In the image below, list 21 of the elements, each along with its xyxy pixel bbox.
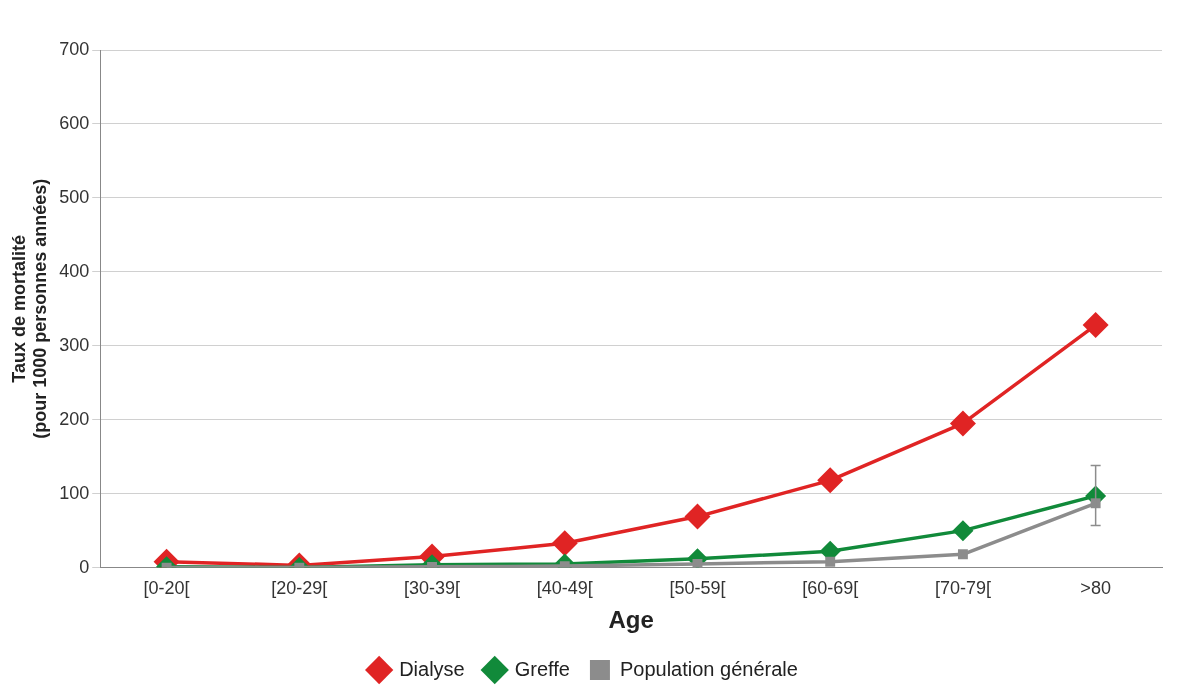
y-tick-label: 200 <box>59 408 90 429</box>
y-axis-title: Taux de mortalité (pour 1000 personnes années) <box>8 178 51 439</box>
x-tick-label: [40-49[ <box>536 578 593 599</box>
x-tick-label: [30-39[ <box>404 578 461 599</box>
x-tick-label: [0-20[ <box>143 578 190 599</box>
legend-label: Greffe <box>514 657 570 680</box>
legend-label: Population générale <box>619 657 798 680</box>
y-tick-label: 500 <box>59 186 90 207</box>
y-tick-label: 300 <box>59 334 90 355</box>
y-tick-label: 100 <box>59 482 90 503</box>
y-tick-label: 600 <box>59 112 90 133</box>
x-tick-label: [70-79[ <box>934 578 991 599</box>
x-tick-label: [60-69[ <box>802 578 859 599</box>
x-tick-label: >80 <box>1080 578 1111 599</box>
legend-label: Dialyse <box>399 657 465 680</box>
y-tick-label: 400 <box>59 260 90 281</box>
x-tick-label: [50-59[ <box>669 578 726 599</box>
x-tick-label: [20-29[ <box>271 578 328 599</box>
x-axis-title: Age <box>608 606 654 634</box>
y-tick-label: 0 <box>79 556 90 577</box>
y-tick-label: 700 <box>59 38 90 59</box>
